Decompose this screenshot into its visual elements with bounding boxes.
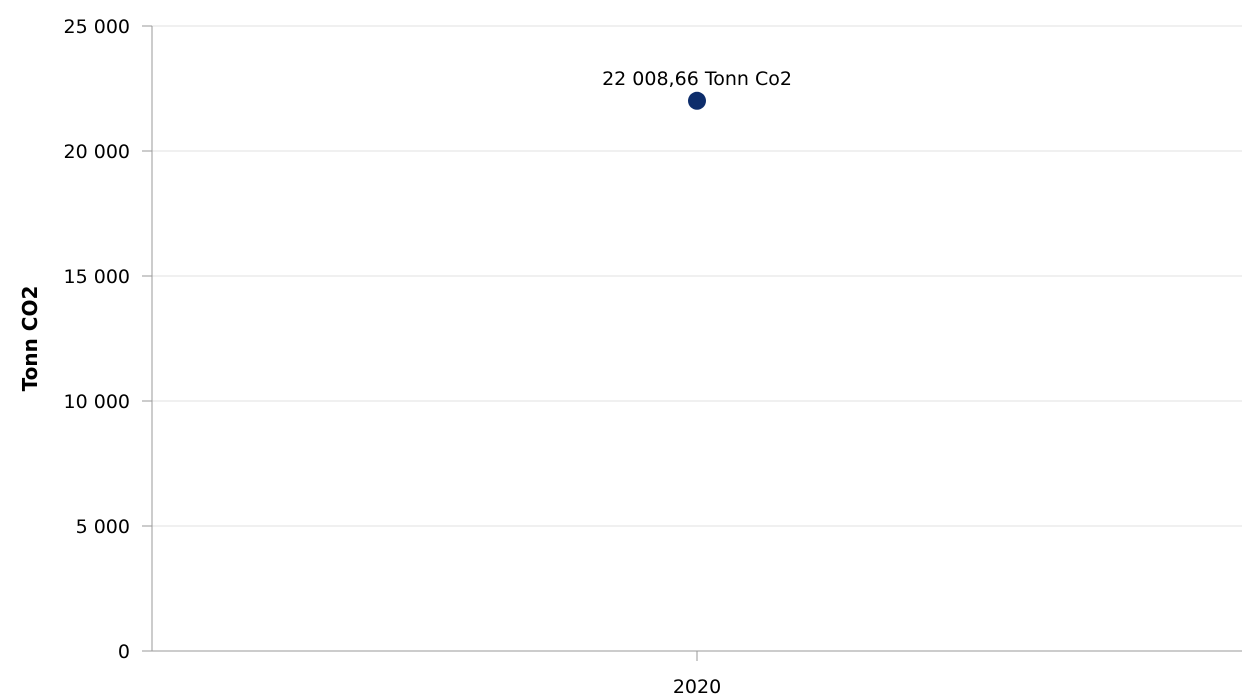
data-points: 22 008,66 Tonn Co2	[602, 68, 792, 110]
y-tick-labels: 0 5 000 10 000 15 000 20 000 25 000	[64, 16, 152, 663]
y-tick-label: 20 000	[64, 141, 130, 163]
y-axis-title: Tonn CO2	[18, 286, 42, 392]
data-label: 22 008,66 Tonn Co2	[602, 68, 792, 90]
y-tick-label: 10 000	[64, 391, 130, 413]
y-tick-label: 5 000	[76, 516, 130, 538]
y-tick-label: 25 000	[64, 16, 130, 38]
x-tick-labels: 2020	[673, 651, 721, 696]
axes	[151, 26, 1242, 652]
gridlines	[152, 25, 1242, 527]
x-tick-label: 2020	[673, 676, 721, 696]
y-tick-label: 0	[118, 641, 130, 663]
data-point[interactable]	[688, 91, 706, 110]
y-tick-label: 15 000	[64, 266, 130, 288]
